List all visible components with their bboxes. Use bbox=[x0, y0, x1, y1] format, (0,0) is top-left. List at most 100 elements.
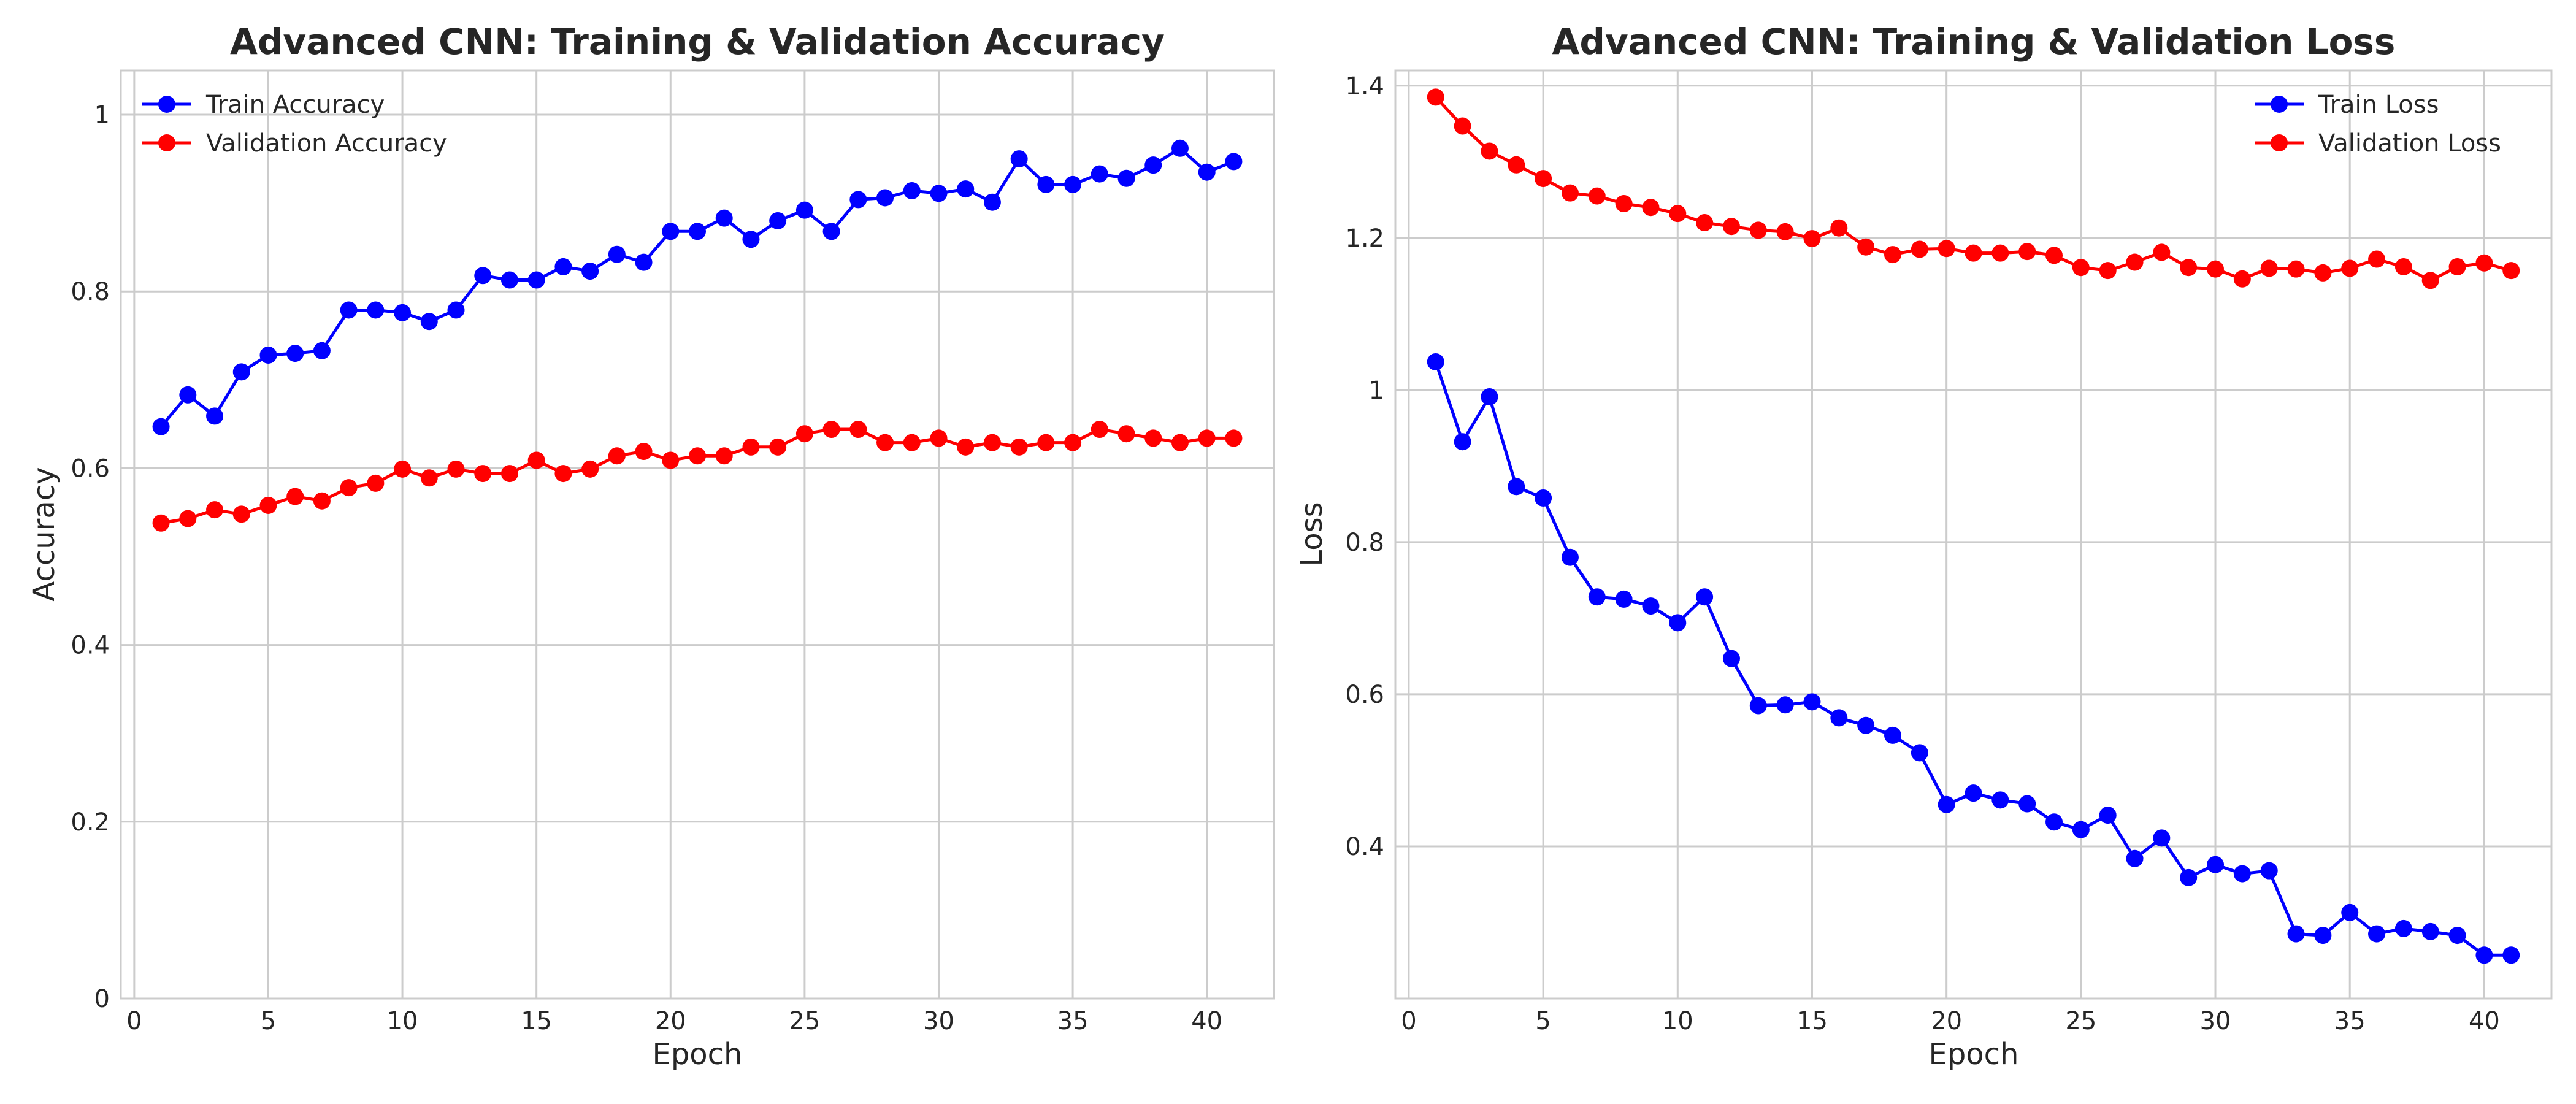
data-point bbox=[2180, 868, 2198, 886]
data-point bbox=[1857, 716, 1875, 734]
grid bbox=[1395, 71, 2551, 999]
y-tick-label: 0.8 bbox=[1345, 529, 1384, 557]
accuracy-chart: Advanced CNN: Training & Validation Accu… bbox=[27, 21, 1275, 1071]
data-point bbox=[500, 465, 518, 483]
data-point bbox=[259, 496, 277, 514]
data-point bbox=[1144, 429, 1162, 447]
data-point bbox=[1454, 117, 1471, 135]
data-point bbox=[635, 253, 653, 271]
data-point bbox=[1669, 205, 1687, 223]
x-tick-label: 25 bbox=[789, 1007, 820, 1035]
data-point bbox=[769, 212, 787, 229]
y-tick-label: 0 bbox=[94, 985, 110, 1013]
plot-frame bbox=[120, 69, 1275, 1000]
data-point bbox=[232, 505, 250, 523]
legend-marker bbox=[158, 96, 175, 113]
data-point bbox=[1938, 795, 1955, 813]
data-point bbox=[1481, 388, 1498, 406]
data-point bbox=[1669, 614, 1687, 632]
data-point bbox=[2287, 925, 2305, 943]
data-point bbox=[1991, 791, 2009, 809]
data-point bbox=[662, 223, 680, 240]
y-tick-label: 0.4 bbox=[71, 632, 110, 660]
data-point bbox=[1857, 238, 1875, 256]
x-tick-label: 25 bbox=[2065, 1007, 2096, 1035]
data-point bbox=[635, 443, 653, 461]
data-point bbox=[608, 447, 626, 465]
data-point bbox=[689, 223, 706, 240]
data-point bbox=[286, 488, 304, 505]
data-point bbox=[1722, 650, 1740, 667]
x-tick-label: 0 bbox=[1401, 1007, 1416, 1035]
data-point bbox=[2072, 821, 2090, 838]
plot-frame bbox=[1394, 69, 2553, 1000]
data-point bbox=[2502, 946, 2520, 964]
data-point bbox=[1830, 709, 1848, 727]
data-point bbox=[2475, 946, 2493, 964]
data-point bbox=[259, 346, 277, 364]
data-point bbox=[957, 180, 975, 198]
data-point bbox=[1144, 156, 1162, 174]
data-point bbox=[1642, 597, 1660, 615]
data-point bbox=[1911, 240, 1928, 258]
data-point bbox=[1561, 548, 1579, 566]
x-tick-label: 5 bbox=[1535, 1007, 1551, 1035]
loss-chart: Advanced CNN: Training & Validation Loss… bbox=[1295, 21, 2553, 1071]
data-point bbox=[1225, 153, 1243, 171]
data-point bbox=[1776, 696, 1794, 714]
data-point bbox=[769, 438, 787, 456]
data-point bbox=[1803, 230, 1821, 248]
x-tick-label: 10 bbox=[1662, 1007, 1693, 1035]
data-point bbox=[715, 447, 733, 465]
data-point bbox=[179, 510, 197, 527]
y-axis-label: Loss bbox=[1295, 502, 1329, 566]
data-point bbox=[1427, 88, 1444, 106]
y-tick-label: 1 bbox=[94, 101, 110, 129]
x-tick-label: 30 bbox=[923, 1007, 954, 1035]
x-tick-label: 35 bbox=[2334, 1007, 2366, 1035]
legend-marker bbox=[2271, 134, 2288, 151]
data-point bbox=[394, 460, 412, 478]
data-point bbox=[420, 469, 438, 487]
data-point bbox=[2233, 865, 2251, 883]
data-point bbox=[1749, 697, 1767, 715]
data-point bbox=[742, 231, 760, 248]
x-tick-label: 20 bbox=[655, 1007, 686, 1035]
data-point bbox=[2099, 807, 2117, 824]
data-point bbox=[1911, 744, 1928, 762]
series-layer bbox=[152, 139, 1243, 532]
y-tick-label: 0.2 bbox=[71, 808, 110, 837]
data-point bbox=[286, 345, 304, 362]
data-point bbox=[554, 258, 572, 275]
data-point bbox=[1588, 588, 1606, 606]
data-point bbox=[1010, 150, 1028, 168]
data-point bbox=[1171, 434, 1189, 451]
data-point bbox=[2475, 254, 2493, 272]
data-point bbox=[608, 245, 626, 263]
data-point bbox=[1198, 429, 1216, 447]
data-point bbox=[394, 304, 412, 321]
data-point bbox=[1508, 156, 1525, 174]
y-tick-label: 0.6 bbox=[1345, 681, 1384, 709]
data-point bbox=[1508, 478, 1525, 496]
legend-marker bbox=[158, 134, 175, 151]
tick-labels: 0 5 10 15 20 25 30 35 40 0 0.2 0.4 0.6 0.8 1 bbox=[71, 101, 1222, 1035]
data-point bbox=[2045, 813, 2063, 831]
data-point bbox=[340, 479, 358, 497]
data-point bbox=[447, 460, 465, 478]
data-point bbox=[742, 438, 760, 456]
legend-label: Validation Loss bbox=[2318, 129, 2501, 158]
data-point bbox=[1991, 244, 2009, 262]
data-point bbox=[2448, 258, 2466, 275]
data-point bbox=[581, 460, 599, 478]
y-tick-label: 0.4 bbox=[1345, 833, 1384, 861]
data-point bbox=[2421, 272, 2439, 289]
y-tick-label: 1 bbox=[1369, 377, 1384, 405]
data-point bbox=[1884, 246, 1901, 264]
y-tick-label: 0.8 bbox=[71, 278, 110, 306]
data-point bbox=[2394, 919, 2412, 937]
data-point bbox=[2018, 243, 2036, 261]
data-point bbox=[2341, 903, 2359, 921]
x-axis-label: Epoch bbox=[653, 1037, 743, 1071]
